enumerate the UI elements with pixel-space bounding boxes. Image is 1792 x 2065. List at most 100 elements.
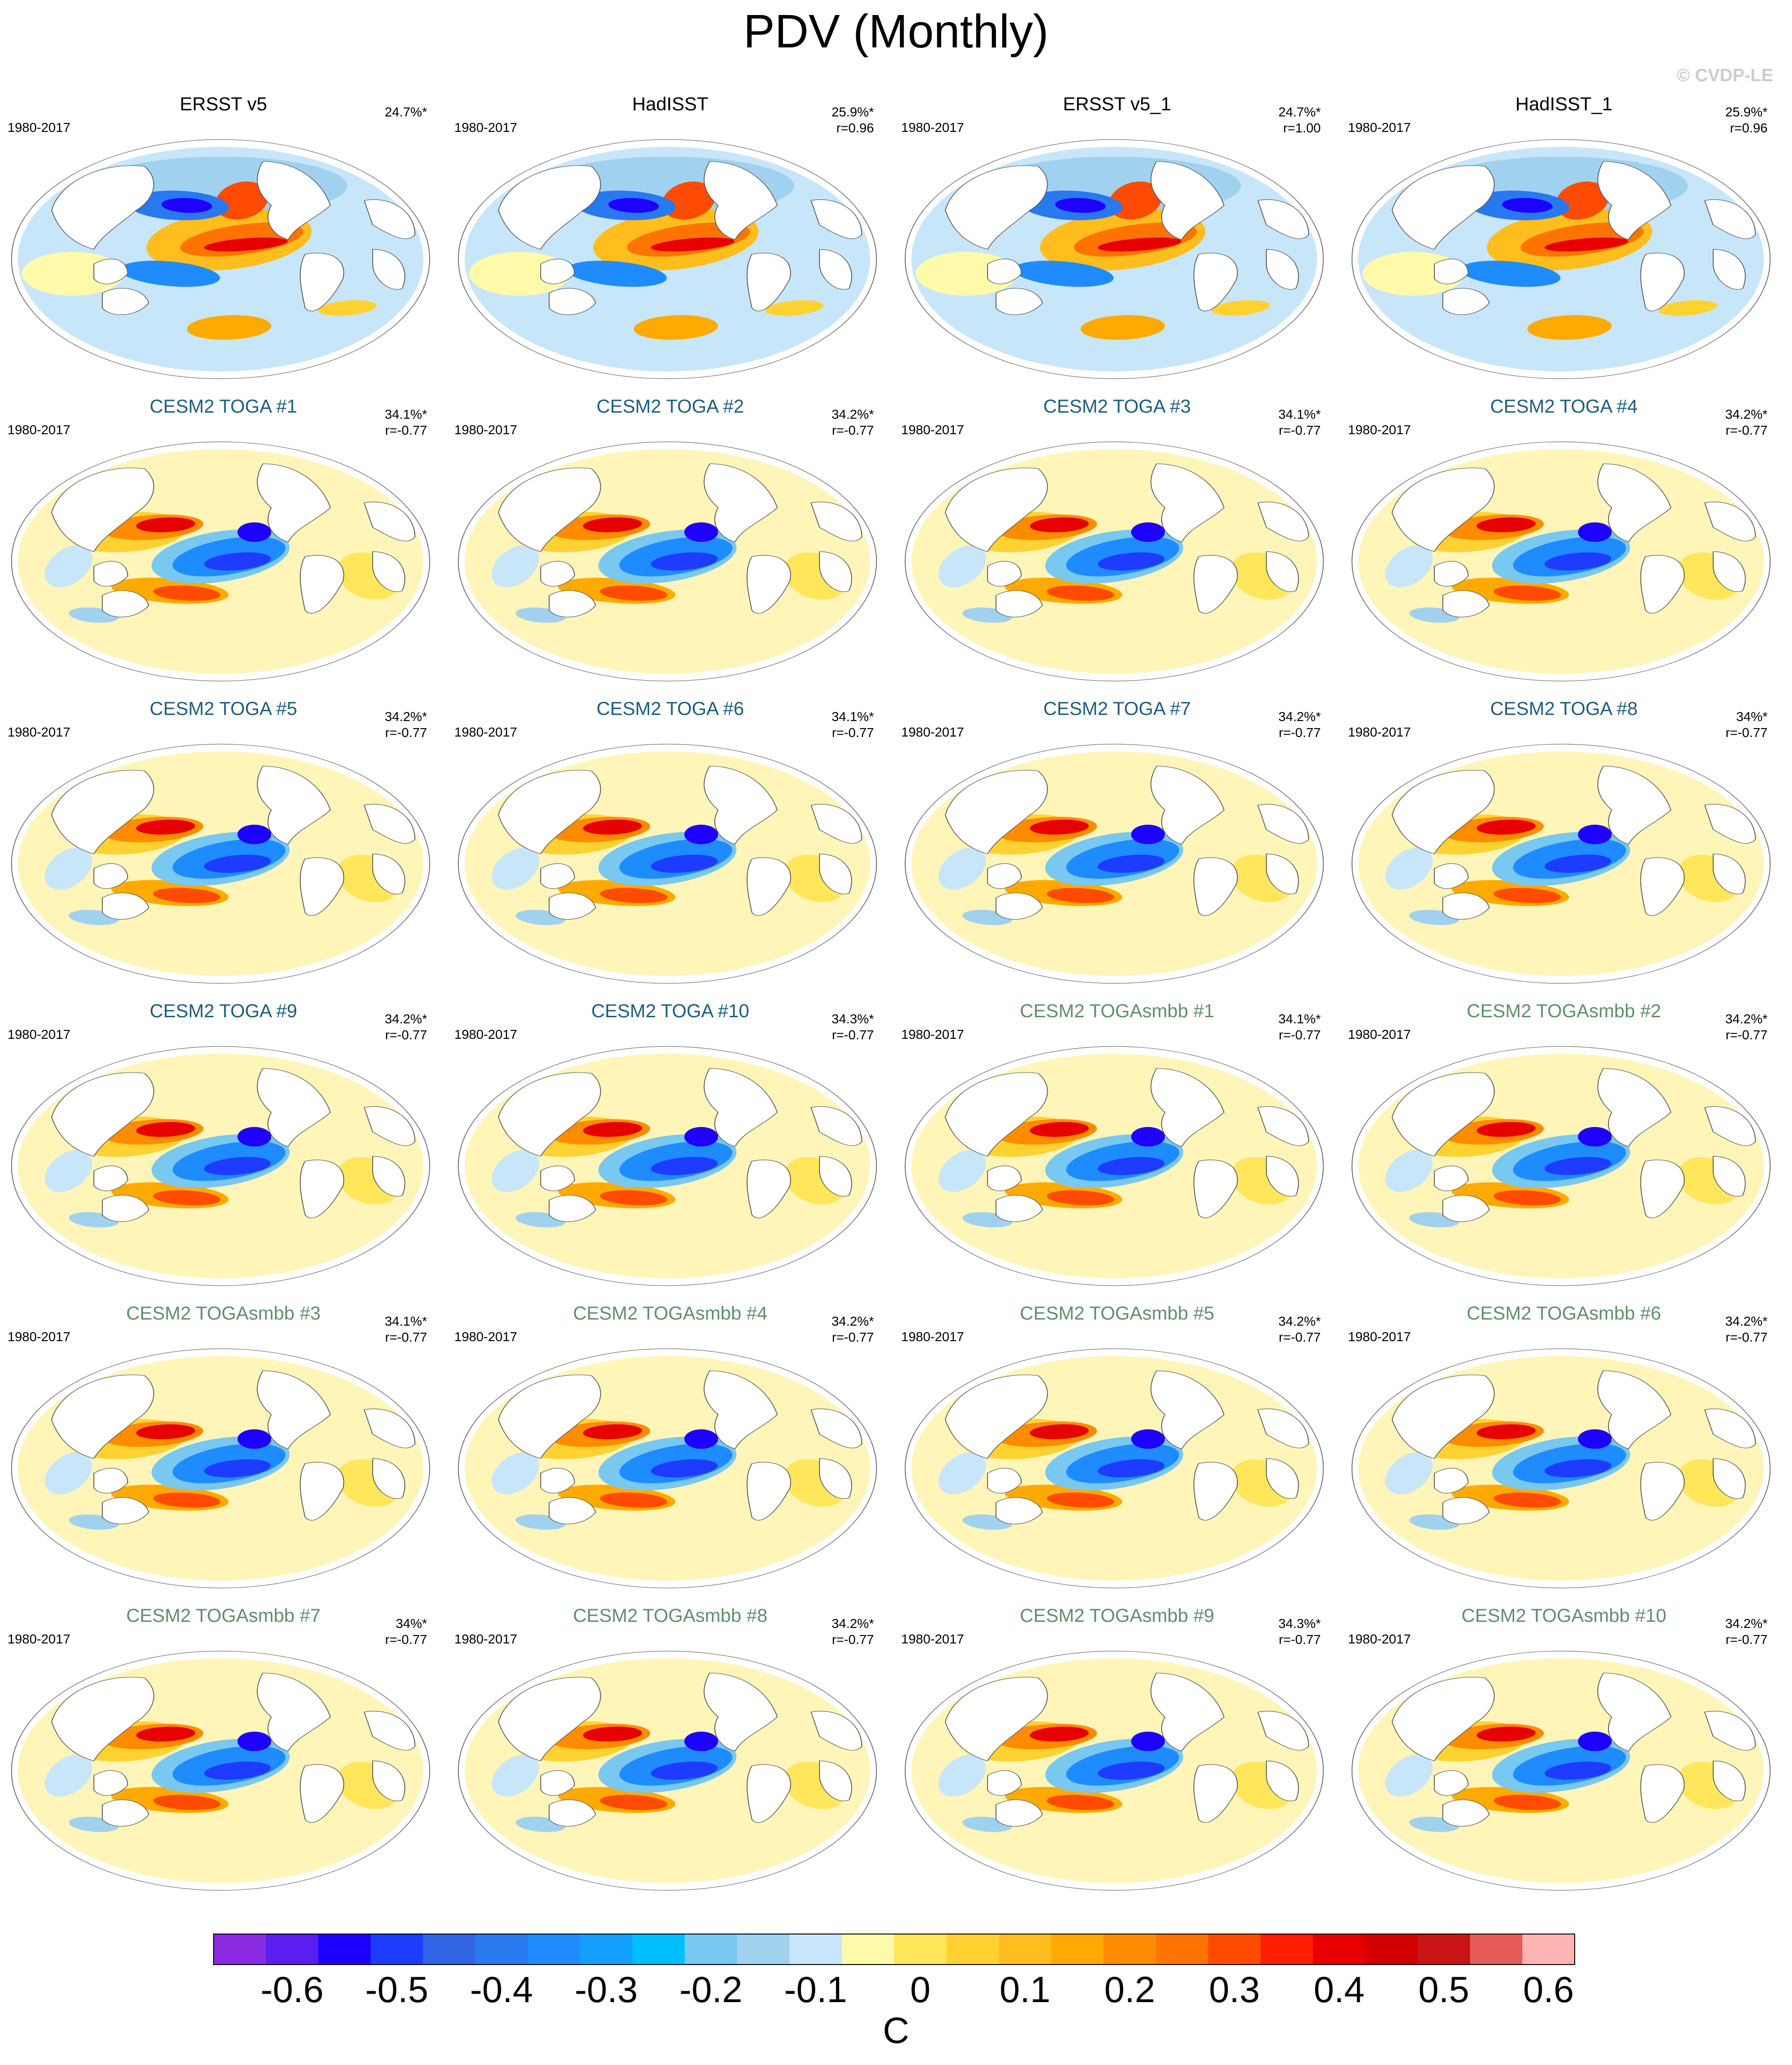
anomaly-contour xyxy=(608,198,659,213)
land-mass xyxy=(704,161,778,240)
land-mass xyxy=(1193,1764,1238,1823)
colorbar-segment xyxy=(1051,1934,1104,1965)
panel-pattern-corr: r=-0.77 xyxy=(1725,725,1768,740)
anomaly-contour xyxy=(491,847,539,890)
land-mass xyxy=(1640,555,1685,614)
panel-pattern-corr: r=-0.77 xyxy=(385,1632,428,1647)
colorbar-segment xyxy=(1208,1934,1261,1965)
panel-title: CESM2 TOGA #1 xyxy=(149,396,298,417)
colorbar-tick-label: -0.3 xyxy=(574,1969,638,2010)
panel-pattern-corr: r=-0.77 xyxy=(1279,1028,1321,1042)
anomaly-contour xyxy=(1477,517,1536,532)
land-mass xyxy=(299,857,345,916)
anomaly-contour xyxy=(1578,1429,1612,1449)
map-plot xyxy=(904,1650,1324,1891)
land-mass xyxy=(1434,561,1469,587)
land-mass xyxy=(1434,1166,1469,1191)
colorbar-segment xyxy=(423,1934,476,1965)
panel-pattern-corr: r=-0.77 xyxy=(1279,1330,1321,1344)
panel-period: 1980-2017 xyxy=(8,725,70,739)
land-mass xyxy=(372,853,406,894)
map-panel: CESM2 TOGA #4 1980-2017 34.2%* r=-0.77 xyxy=(1340,396,1787,699)
anomaly-contour xyxy=(1544,238,1629,252)
panel-stats: 34.2%* r=-0.77 xyxy=(832,407,874,438)
land-mass xyxy=(540,1468,575,1494)
land-mass xyxy=(810,1106,862,1146)
map-plot xyxy=(11,441,430,682)
anomaly-contour xyxy=(1097,238,1182,252)
anomaly-contour xyxy=(634,315,718,340)
anomaly-contour xyxy=(1493,1190,1561,1205)
land-mass xyxy=(102,1799,149,1827)
panel-stats: 34.3%* r=-0.77 xyxy=(832,1011,874,1043)
panel-pattern-corr: r=-0.77 xyxy=(1279,725,1321,740)
land-mass xyxy=(1434,259,1469,284)
panel-stats: 25.9%* r=0.96 xyxy=(832,104,874,136)
land-mass xyxy=(1704,804,1756,844)
land-mass xyxy=(704,463,778,543)
panel-pattern-corr: r=1.00 xyxy=(1283,121,1321,135)
anomaly-contour xyxy=(153,1190,221,1205)
anomaly-contour xyxy=(204,854,271,873)
colorbar-segment xyxy=(1103,1934,1156,1965)
anomaly-contour xyxy=(491,1452,539,1495)
panel-period: 1980-2017 xyxy=(1348,422,1411,437)
map-panel: ERSST v5_1 1980-2017 24.7%* r=1.00 xyxy=(894,94,1340,396)
colorbar-segment xyxy=(1313,1934,1366,1965)
land-mass xyxy=(299,555,345,614)
land-mass xyxy=(1257,501,1309,542)
land-mass xyxy=(102,288,149,315)
panel-stats: 34.2%* r=-0.77 xyxy=(385,1011,427,1043)
panel-stats: 34.2%* r=-0.77 xyxy=(1725,1011,1768,1043)
panel-title: HadISST xyxy=(632,94,709,115)
panel-pattern-corr: r=-0.77 xyxy=(1725,1330,1768,1344)
map-plot xyxy=(11,1650,430,1891)
colorbar-tick-label: 0.3 xyxy=(1209,1969,1260,2010)
colorbar-segment xyxy=(266,1934,319,1965)
anomaly-contour xyxy=(684,824,718,844)
map-plot xyxy=(11,139,430,379)
anomaly-contour xyxy=(583,1122,642,1137)
land-mass xyxy=(498,1374,601,1459)
land-mass xyxy=(746,555,791,614)
panel-stats: 34%* r=-0.77 xyxy=(385,1616,428,1648)
panel-period: 1980-2017 xyxy=(901,1632,964,1646)
anomaly-contour xyxy=(204,1761,271,1780)
panel-title: CESM2 TOGAsmbb #8 xyxy=(573,1605,768,1626)
anomaly-contour xyxy=(1544,552,1612,571)
map-panel: CESM2 TOGAsmbb #10 1980-2017 34.2%* r=-0.77 xyxy=(1340,1605,1787,1908)
anomaly-contour xyxy=(318,300,377,316)
panel-variance-pct: 34.2%* xyxy=(831,1314,874,1328)
anomaly-contour xyxy=(1544,854,1612,873)
panel-pattern-corr: r=-0.77 xyxy=(1279,1632,1321,1647)
panel-variance-pct: 34.1%* xyxy=(384,407,427,422)
anomaly-contour xyxy=(136,1727,195,1742)
panel-period: 1980-2017 xyxy=(901,725,964,739)
anomaly-contour xyxy=(600,1190,667,1205)
colorbar-tick-label: 0 xyxy=(910,1969,931,2010)
land-mass xyxy=(1193,857,1238,916)
land-mass xyxy=(51,468,154,552)
land-mass xyxy=(299,1764,345,1823)
anomaly-contour xyxy=(662,181,715,220)
colorbar-segment xyxy=(1365,1934,1418,1965)
land-mass xyxy=(945,468,1048,552)
land-mass xyxy=(257,1068,331,1147)
panel-variance-pct: 34.2%* xyxy=(1278,709,1321,724)
land-mass xyxy=(1713,1458,1746,1499)
land-mass xyxy=(1442,590,1490,618)
land-mass xyxy=(363,199,415,239)
land-mass xyxy=(1640,857,1685,916)
land-mass xyxy=(1434,863,1469,889)
anomaly-contour xyxy=(1544,1761,1612,1780)
map-plot xyxy=(1351,1046,1771,1286)
land-mass xyxy=(363,804,415,844)
land-mass xyxy=(746,1764,791,1823)
land-mass xyxy=(819,1458,852,1499)
panel-title: HadISST_1 xyxy=(1515,94,1613,115)
panel-stats: 34.3%* r=-0.77 xyxy=(1279,1616,1321,1648)
panel-stats: 34.2%* r=-0.77 xyxy=(1279,1313,1321,1345)
colorbar-segment xyxy=(580,1934,633,1965)
land-mass xyxy=(1392,1677,1495,1761)
colorbar-segment xyxy=(946,1934,999,1965)
